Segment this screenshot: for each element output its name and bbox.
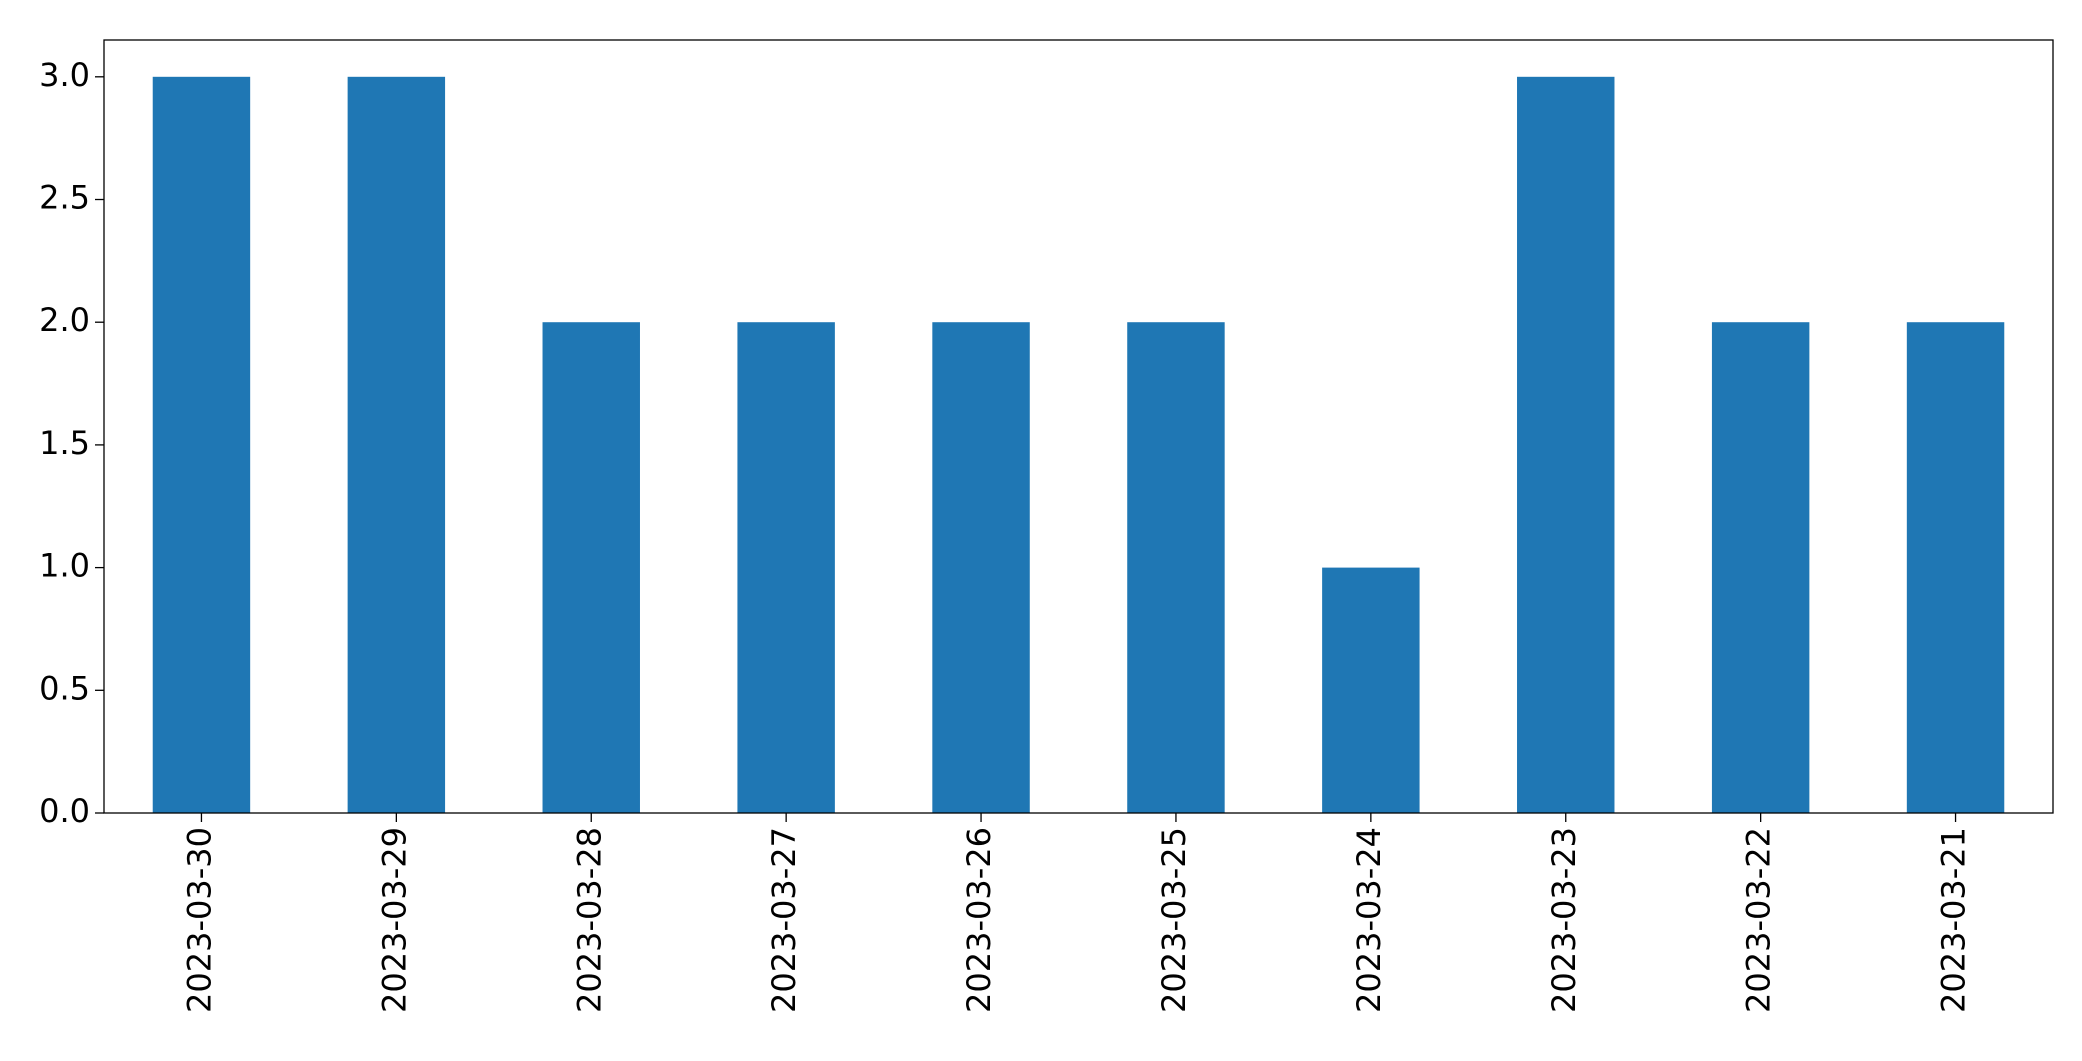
x-tick-label: 2023-03-27 (765, 827, 803, 1013)
x-tick-label: 2023-03-28 (570, 827, 608, 1013)
y-tick-label: 0.0 (39, 792, 90, 830)
plot-marks (152, 76, 2005, 814)
y-tick-label: 3.0 (39, 56, 90, 94)
bar (1711, 322, 1810, 813)
bar (1517, 76, 1615, 814)
y-tick-label: 2.0 (39, 301, 90, 339)
x-tick-label: 2023-03-25 (1155, 827, 1193, 1013)
bar (347, 76, 446, 814)
bar (1127, 322, 1225, 813)
y-tick-label: 2.5 (39, 179, 90, 217)
x-tick-label: 2023-03-30 (180, 827, 218, 1013)
x-tick-label: 2023-03-21 (1935, 827, 1973, 1013)
x-tick-label: 2023-03-23 (1545, 827, 1583, 1013)
y-tick-label: 1.0 (39, 547, 90, 585)
bar (152, 76, 251, 814)
x-tick-label: 2023-03-24 (1350, 827, 1388, 1013)
x-tick-label: 2023-03-22 (1740, 827, 1778, 1013)
bar (1322, 567, 1420, 813)
bar (1906, 322, 2005, 813)
x-tick-label: 2023-03-26 (960, 827, 998, 1013)
bar (737, 322, 835, 813)
y-tick-label: 0.5 (39, 669, 90, 707)
y-tick-label: 1.5 (39, 424, 90, 462)
plot-frame (103, 39, 2054, 814)
bar (932, 322, 1030, 813)
bar (542, 322, 640, 813)
x-tick-label: 2023-03-29 (375, 827, 413, 1013)
